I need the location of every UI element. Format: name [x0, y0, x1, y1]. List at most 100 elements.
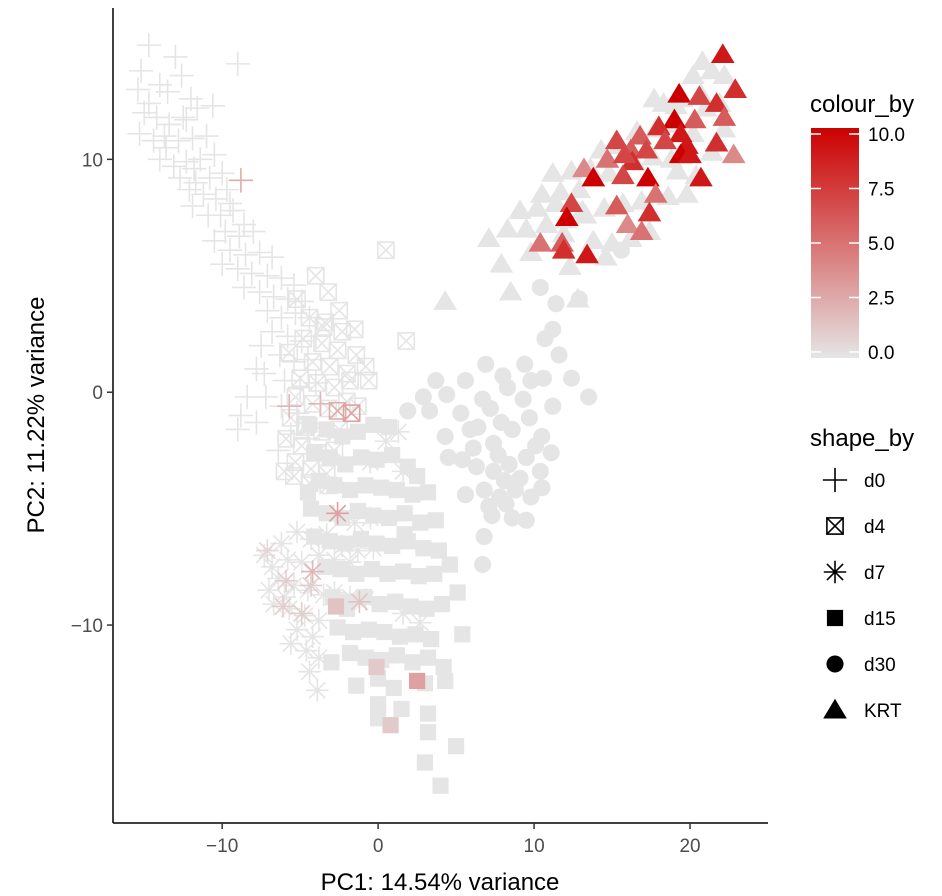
- point-square: [432, 777, 449, 794]
- point-plus: [239, 261, 264, 286]
- point-plus: [185, 95, 210, 121]
- point-plus: [308, 391, 333, 417]
- point-square: [323, 654, 340, 671]
- point-square: [426, 565, 443, 582]
- point-asterisk: [374, 429, 398, 453]
- point-square: [387, 593, 404, 610]
- point-triangle: [559, 192, 584, 213]
- point-square: [299, 484, 317, 501]
- point-asterisk: [346, 539, 370, 562]
- point-triangle: [528, 231, 553, 252]
- point-asterisk: [295, 639, 318, 662]
- point-circle: [461, 420, 479, 439]
- point-square: [341, 644, 359, 662]
- point-plus: [208, 203, 233, 228]
- point-circle: [427, 372, 445, 390]
- point-plus: [141, 128, 166, 153]
- point-asterisk: [253, 543, 276, 567]
- point-square: [365, 507, 382, 524]
- point-asterisk: [270, 532, 293, 555]
- point-asterisk: [387, 420, 410, 444]
- colour-tick-label: 10.0: [868, 125, 905, 146]
- point-asterisk: [301, 625, 324, 648]
- point-asterisk: [276, 548, 299, 572]
- point-triangle: [540, 162, 565, 182]
- point-circle: [456, 372, 475, 390]
- point-plus: [202, 142, 227, 167]
- point-plus: [136, 33, 162, 58]
- point-plus: [153, 135, 179, 160]
- point-plus: [287, 375, 313, 400]
- point-plus: [261, 284, 286, 309]
- point-square: [430, 542, 448, 559]
- point-square: [360, 621, 377, 638]
- point-plus: [255, 263, 280, 288]
- point-triangle: [618, 227, 643, 247]
- point-square: [318, 421, 335, 438]
- point-asterisk: [285, 520, 309, 544]
- point-asterisk: [262, 592, 285, 616]
- point-square: [409, 672, 426, 690]
- point-plus: [220, 198, 246, 223]
- point-circle: [475, 481, 493, 499]
- point-circle: [438, 385, 456, 404]
- point-plus: [194, 123, 219, 149]
- point-plus: [132, 100, 157, 125]
- point-asterisk: [299, 574, 323, 597]
- point-asterisk: [338, 550, 362, 574]
- point-circle: [480, 497, 498, 515]
- point-triangle: [653, 129, 677, 150]
- point-triangle: [687, 85, 712, 105]
- point-circle: [547, 295, 565, 313]
- point-asterisk: [290, 550, 313, 574]
- point-square-cross: [342, 404, 361, 423]
- point-square-cross: [306, 266, 325, 285]
- point-asterisk: [312, 583, 335, 607]
- point-square: [368, 451, 385, 468]
- point-circle: [544, 320, 562, 338]
- point-triangle: [498, 280, 523, 301]
- point-plus: [163, 44, 188, 70]
- point-triangle: [664, 94, 688, 115]
- point-asterisk: [290, 602, 313, 625]
- point-square: [327, 598, 345, 615]
- point-triangle: [604, 129, 629, 150]
- point-plus: [152, 123, 177, 149]
- point-plus: [259, 319, 285, 344]
- point-plus: [167, 165, 193, 191]
- point-square: [302, 500, 320, 517]
- point-plus: [277, 394, 302, 419]
- point-asterisk: [279, 632, 303, 655]
- point-square: [385, 679, 402, 697]
- point-circle: [511, 469, 529, 487]
- point-triangle: [636, 166, 660, 187]
- point-plus: [191, 182, 216, 207]
- point-circle: [544, 397, 562, 415]
- point-square-cross: [291, 369, 310, 388]
- point-triangle: [629, 190, 654, 210]
- point-plus: [136, 91, 162, 116]
- point-asterisk: [274, 569, 298, 593]
- point-plus: [156, 112, 182, 137]
- point-square: [415, 540, 432, 557]
- colour-legend-ticks: 0.0 2.5 5.0 7.5 10.0: [811, 125, 905, 364]
- shape-legend-label: d7: [864, 563, 885, 584]
- point-square: [388, 481, 405, 499]
- point-circle: [531, 278, 549, 296]
- point-square: [427, 512, 444, 529]
- point-plus: [125, 77, 151, 102]
- x-tick-label: 10: [524, 836, 545, 857]
- point-circle: [489, 446, 507, 464]
- point-triangle: [710, 43, 735, 64]
- point-square: [384, 446, 401, 464]
- point-triangle: [665, 159, 690, 180]
- point-square-cross: [345, 320, 364, 339]
- point-plus: [213, 219, 238, 244]
- point-circle: [495, 472, 513, 490]
- point-plus: [147, 147, 172, 172]
- point-asterisk: [307, 609, 331, 632]
- point-square-cross: [347, 346, 366, 364]
- point-plus: [283, 300, 308, 326]
- point-plus: [225, 417, 250, 442]
- point-plus: [269, 265, 294, 291]
